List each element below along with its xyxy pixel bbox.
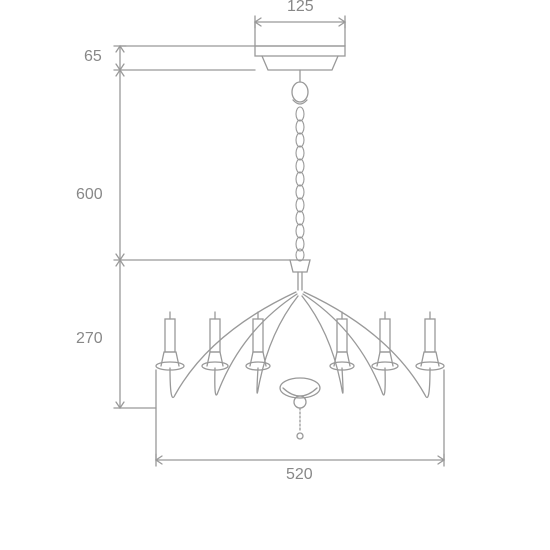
candle-5 xyxy=(372,312,398,370)
label-canopy-width: 125 xyxy=(287,0,314,16)
label-body-width: 520 xyxy=(286,466,313,484)
candle-1 xyxy=(156,312,184,370)
label-canopy-height: 65 xyxy=(84,48,102,66)
candle-4 xyxy=(330,312,354,370)
chandelier-body xyxy=(156,260,444,439)
candle-3 xyxy=(246,312,270,370)
candle-6 xyxy=(416,312,444,370)
diagram-svg xyxy=(0,0,550,550)
dim-canopy-width xyxy=(255,16,345,46)
label-body-height: 270 xyxy=(76,330,103,348)
label-chain-length: 600 xyxy=(76,186,103,204)
canopy xyxy=(255,46,345,70)
chain-assembly xyxy=(292,70,308,261)
chandelier-dimension-diagram: 125 65 600 270 520 xyxy=(0,0,550,550)
chain xyxy=(296,107,304,261)
candle-2 xyxy=(202,312,228,370)
